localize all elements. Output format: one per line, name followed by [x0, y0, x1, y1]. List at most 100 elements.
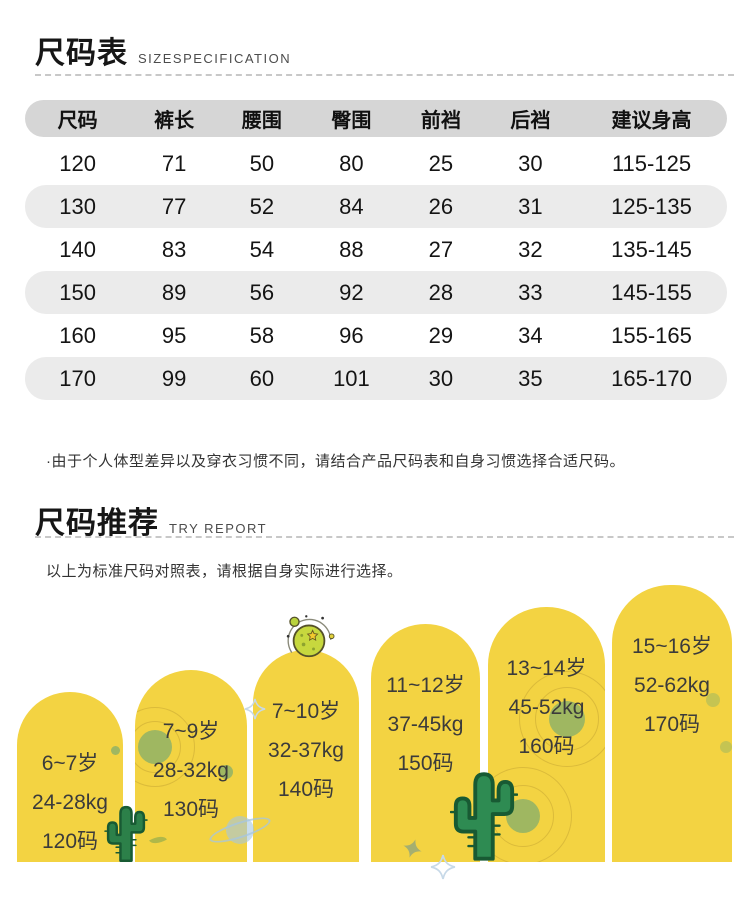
table-header-row: 尺码 裤长 腰围 臀围 前裆 后裆 建议身高: [25, 100, 727, 137]
table-cell: 101: [333, 365, 370, 391]
table-row: 120 71 50 80 25 30 115-125: [25, 142, 727, 185]
age-range: 13~14岁: [506, 657, 587, 680]
size-code: 150码: [397, 752, 454, 775]
table-cell: 31: [518, 193, 543, 219]
table-cell: 99: [161, 365, 187, 391]
orbit-ring: [135, 721, 181, 773]
table-cell: 34: [518, 322, 543, 348]
age-range: 15~16岁: [632, 635, 712, 658]
sparkle-icon: [244, 698, 266, 720]
size-cell: 150: [59, 279, 96, 305]
divider-dashed-line: [35, 74, 734, 76]
size-cell: 120: [59, 150, 96, 176]
sparkle-icon: [403, 839, 422, 858]
table-cell: 135-145: [611, 236, 692, 262]
table-cell: 77: [161, 193, 187, 219]
arch-text: 13~14岁 45-52kg 160码: [488, 607, 605, 766]
table-cell: 83: [161, 236, 187, 262]
table-cell: 92: [339, 279, 364, 305]
table-cell: 26: [428, 193, 454, 219]
table-cell: 145-155: [611, 279, 692, 305]
table-cell: 84: [339, 193, 364, 219]
weight-range: 52-62kg: [634, 674, 710, 697]
table-row: 160 95 58 96 29 34 155-165: [25, 314, 727, 357]
size-code: 160码: [518, 735, 575, 758]
table-cell: 95: [161, 322, 187, 348]
table-cell: 27: [428, 236, 454, 262]
sparkle-icon: [430, 854, 456, 880]
weight-range: 28-32kg: [153, 759, 229, 782]
table-cell: 52: [249, 193, 275, 219]
bubble-decoration: [720, 741, 732, 753]
table-cell: 25: [428, 150, 454, 176]
size-cell: 140: [59, 236, 96, 262]
arch-text: 6~7岁 24-28kg 120码: [17, 692, 123, 861]
table-cell: 54: [249, 236, 275, 262]
table-cell: 28: [428, 279, 454, 305]
table-row: 140 83 54 88 27 32 135-145: [25, 228, 727, 271]
bubble-decoration: [219, 765, 233, 779]
try-report-title: 尺码推荐: [35, 507, 159, 540]
table-cell: 165-170: [611, 365, 692, 391]
size-recommendation-graphic: 6~7岁 24-28kg 120码 7~9岁 28-32kg 130码 7~10…: [0, 580, 750, 914]
age-range: 7~10岁: [271, 700, 341, 723]
table-cell: 50: [249, 150, 275, 176]
table-row: 170 99 60 101 30 35 165-170: [25, 357, 727, 400]
table-cell: 115-125: [611, 150, 692, 176]
column-header-pants-length: 裤长: [154, 110, 195, 132]
table-cell: 96: [339, 322, 364, 348]
arch-text: 11~12岁 37-45kg 150码: [371, 624, 480, 783]
size-arch-160: 13~14岁 45-52kg 160码: [488, 607, 605, 862]
size-spec-heading: 尺码表 SIZESPECIFICATION: [35, 28, 291, 72]
size-arch-130: 7~9岁 28-32kg 130码: [135, 670, 247, 862]
table-cell: 29: [428, 322, 454, 348]
table-row: 150 89 56 92 28 33 145-155: [25, 271, 727, 314]
age-range: 7~9岁: [162, 720, 220, 743]
table-cell: 88: [339, 236, 364, 262]
planet-moon-icon: [286, 615, 335, 658]
size-table: 尺码 裤长 腰围 臀围 前裆 后裆 建议身高 120 71 50 80 25 3…: [25, 100, 727, 400]
size-cell: 160: [59, 322, 96, 348]
try-report-note: 以上为标准尺码对照表，请根据自身实际进行选择。: [46, 563, 403, 580]
size-arch-170: 15~16岁 52-62kg 170码: [612, 585, 732, 862]
column-header-front-rise: 前裆: [420, 110, 461, 132]
bubble-decoration: [706, 693, 720, 707]
column-header-height: 建议身高: [611, 110, 692, 132]
divider-dashed-line: [35, 536, 734, 538]
table-cell: 58: [249, 322, 275, 348]
weight-range: 32-37kg: [268, 739, 344, 762]
size-code: 140码: [277, 778, 335, 801]
size-cell: 170: [59, 365, 96, 391]
weight-range: 24-28kg: [32, 791, 108, 814]
size-spec-title: 尺码表: [35, 37, 128, 70]
cactus-icon: [104, 805, 148, 862]
size-code: 130码: [162, 798, 220, 821]
column-header-waist: 腰围: [241, 110, 282, 132]
orbit-ring: [519, 671, 605, 767]
size-arch-140: 7~10岁 32-37kg 140码: [253, 650, 359, 862]
table-row: 130 77 52 84 26 31 125-135: [25, 185, 727, 228]
table-cell: 32: [518, 236, 543, 262]
weight-range: 45-52kg: [508, 696, 585, 719]
cactus-icon: [450, 772, 518, 861]
bubble-decoration: [111, 746, 120, 755]
table-cell: 80: [339, 150, 364, 176]
table-cell: 35: [518, 365, 543, 391]
arch-text: 7~9岁 28-32kg 130码: [135, 670, 247, 829]
saturn-icon: [226, 816, 254, 844]
table-cell: 89: [161, 279, 187, 305]
weight-range: 37-45kg: [387, 713, 464, 736]
size-code: 120码: [41, 830, 99, 853]
arch-text: 7~10岁 32-37kg 140码: [253, 650, 359, 809]
table-cell: 71: [161, 150, 187, 176]
table-cell: 30: [518, 150, 543, 176]
table-cell: 30: [428, 365, 454, 391]
table-cell: 56: [249, 279, 275, 305]
size-code: 170码: [643, 713, 701, 736]
column-header-size: 尺码: [57, 110, 98, 132]
table-cell: 33: [518, 279, 543, 305]
arch-text: 15~16岁 52-62kg 170码: [612, 585, 732, 744]
table-cell: 60: [249, 365, 275, 391]
age-range: 6~7岁: [41, 752, 99, 775]
